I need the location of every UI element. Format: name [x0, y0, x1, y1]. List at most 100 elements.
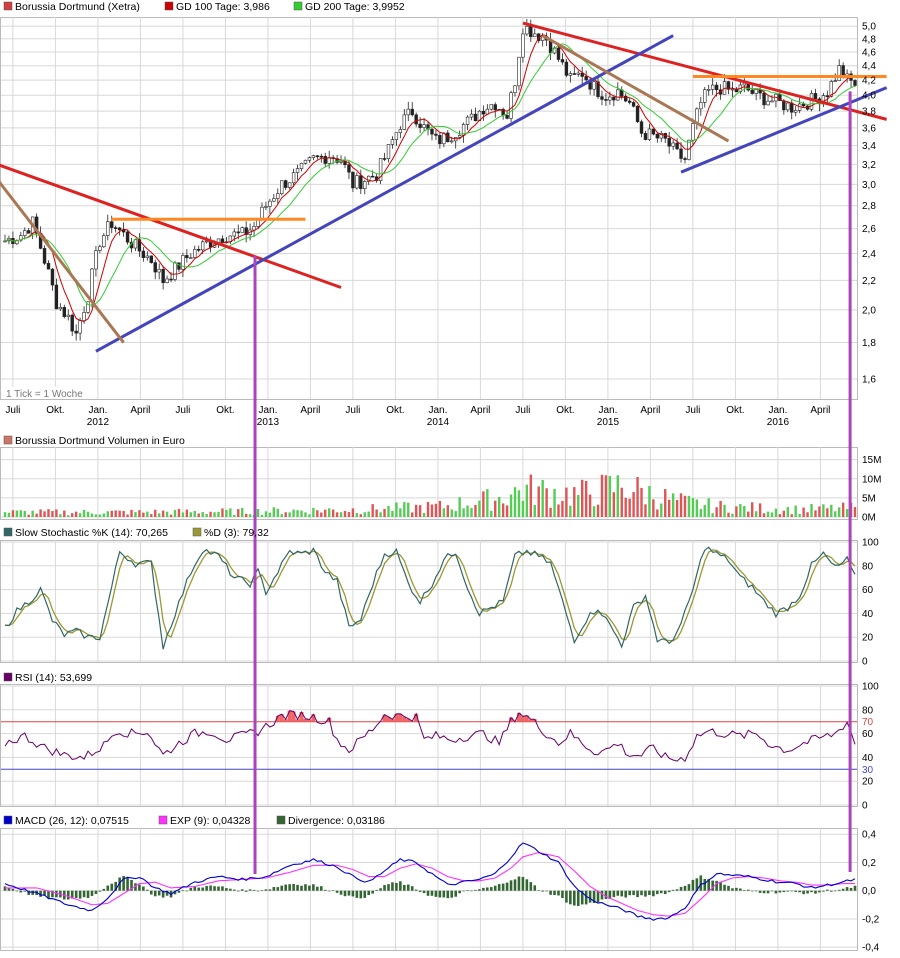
volume-bar [806, 512, 809, 517]
volume-bar [683, 495, 687, 517]
candle-body [584, 76, 588, 81]
volume-bar [794, 505, 797, 517]
x-tick-label: Jan. [768, 405, 787, 416]
divergence-bar [27, 890, 31, 895]
candle-body [102, 235, 106, 248]
candle-body [517, 56, 521, 87]
rsi-overbought-fill [406, 718, 411, 722]
volume-bar [660, 503, 663, 517]
candle-body [264, 206, 268, 208]
divergence-bar [442, 890, 446, 898]
volume-bar [656, 509, 659, 517]
rsi-overbought-fill [509, 717, 514, 722]
volume-bar [371, 504, 374, 517]
volume-bar [213, 512, 216, 517]
volume-bar [636, 476, 639, 517]
gd200-line [4, 43, 856, 306]
legend-swatch [158, 815, 168, 825]
volume-bar [209, 511, 212, 517]
volume-bar [664, 489, 667, 517]
x-tick-label: Juli [175, 405, 190, 416]
volume-bar [810, 503, 813, 517]
x-year-label: 2014 [427, 417, 450, 428]
candle-body [410, 108, 414, 116]
divergence-bar [537, 890, 541, 891]
volume-bar [347, 512, 351, 517]
volume-bar [241, 508, 244, 517]
volume-bar [51, 511, 54, 517]
divergence-bar [561, 890, 564, 899]
divergence-bar [845, 887, 849, 891]
volume-bar [197, 513, 200, 517]
volume-bar [78, 513, 82, 517]
candle-body [533, 33, 537, 38]
candle-body [74, 330, 78, 334]
divergence-bar [557, 890, 560, 896]
legend-swatch [192, 527, 202, 537]
volume-bar [150, 514, 153, 517]
divergence-bar [774, 890, 778, 894]
candle-body [34, 216, 39, 234]
divergence-bar [375, 889, 378, 891]
x-tick-label: Okt. [216, 405, 234, 416]
volume-bar [834, 511, 837, 517]
divergence-bar [750, 890, 754, 892]
candle-body [481, 110, 486, 115]
divergence-bar [576, 890, 580, 906]
candle-body [683, 158, 687, 160]
volume-bar [391, 510, 394, 517]
volume-bar [193, 510, 196, 517]
volume-bar [533, 505, 536, 517]
divergence-bar [648, 890, 651, 895]
candle-body [347, 164, 351, 173]
divergence-bar [652, 890, 655, 897]
volume-bar [355, 513, 359, 517]
divergence-bar [833, 890, 837, 892]
stoch-y-tick: 40 [862, 609, 874, 620]
stochastic-panel [0, 540, 858, 663]
candle-body [418, 123, 422, 128]
divergence-bar [149, 890, 153, 895]
gd100-line [4, 34, 856, 322]
divergence-bar [118, 877, 121, 891]
volume-bar [600, 474, 604, 517]
volume-bar [826, 508, 829, 517]
volume-bar [462, 508, 465, 517]
candle-body [232, 231, 237, 237]
x-tick-label: Okt. [46, 405, 64, 416]
stoch-y-tick: 80 [862, 561, 874, 572]
legend-swatch [3, 815, 13, 825]
volume-legend: Borussia Dortmund Volumen in Euro [3, 435, 185, 447]
volume-bar [47, 509, 50, 517]
candle-body [106, 221, 110, 236]
divergence-bar [146, 889, 149, 891]
rsi-overbought-fill [299, 711, 304, 722]
candle-body [54, 284, 59, 310]
divergence-bar [229, 888, 232, 891]
divergence-bar [454, 890, 457, 897]
divergence-bar [209, 885, 212, 891]
divergence-bar [474, 889, 477, 891]
volume-bar [565, 487, 568, 517]
volume-bar [715, 507, 718, 517]
candle-body [446, 132, 450, 143]
volume-bar [778, 514, 782, 517]
divergence-bar [181, 890, 185, 891]
price-legend: Borussia Dortmund (Xetra) GD 100 Tage: 3… [3, 1, 405, 13]
x-tick-label: Juli [5, 405, 20, 416]
x-tick-label: Okt. [726, 405, 744, 416]
candle-body [287, 182, 292, 188]
x-tick-label: Jan. [428, 405, 447, 416]
divergence-bar [739, 888, 742, 891]
divergence-bar [671, 889, 675, 891]
divergence-bar [723, 884, 726, 891]
candle-body [430, 128, 434, 135]
divergence-bar [612, 890, 616, 898]
candle-body [355, 175, 359, 189]
candle-body [730, 88, 735, 91]
volume-bar [430, 504, 434, 517]
stoch-y-tick: 100 [862, 538, 879, 549]
volume-bar [82, 509, 86, 517]
divergence-bar [778, 890, 782, 893]
rsi-overbought-fill [287, 710, 292, 722]
